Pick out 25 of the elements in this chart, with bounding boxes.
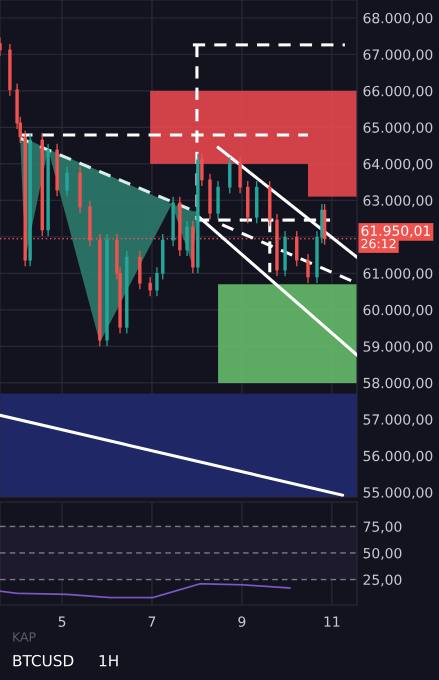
x-tick-label: 5: [58, 616, 66, 627]
y-tick-label: 50,00: [364, 548, 402, 560]
y-tick-label: 65.000,00: [364, 122, 432, 134]
y-tick-label: 57.000,00: [364, 414, 432, 426]
y-tick-label: 58.000,00: [364, 378, 432, 390]
y-tick-label: 60.000,00: [364, 304, 432, 317]
y-tick-label: 61.000,00: [364, 268, 432, 280]
x-tick-label: 11: [324, 616, 340, 627]
y-tick-label: 66.000,00: [364, 86, 432, 98]
y-tick-label: 59.000,00: [364, 341, 432, 354]
text: 1H: [100, 655, 118, 666]
text: KAP: [13, 632, 36, 642]
ref-line-label: 61.950,01: [362, 225, 430, 238]
y-tick-label: 68.000,00: [364, 12, 432, 25]
y-tick-label: 63.000,00: [364, 195, 432, 208]
y-tick-label: 25,00: [364, 574, 402, 586]
text: 26:12: [361, 238, 396, 248]
x-tick-label: 9: [238, 616, 246, 627]
y-tick-label: 55.000,00: [364, 487, 432, 500]
text: BTCUSD: [14, 654, 74, 666]
x-tick-label: 7: [148, 616, 156, 627]
y-tick-label: 67.000,00: [364, 49, 432, 62]
y-tick-label: 75,00: [364, 521, 402, 534]
y-tick-label: 64.000,00: [364, 158, 432, 171]
y-tick-label: 56.000,00: [364, 450, 432, 463]
